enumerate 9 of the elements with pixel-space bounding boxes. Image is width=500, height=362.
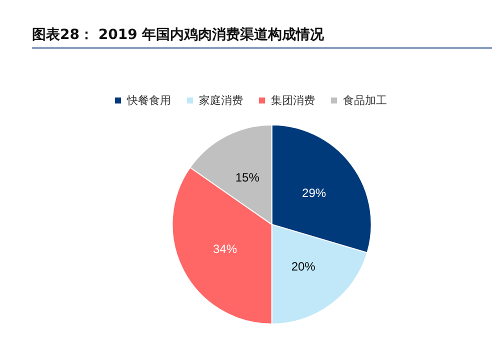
data-label: 20% bbox=[291, 260, 316, 274]
legend-label: 家庭消费 bbox=[199, 94, 243, 107]
legend-label: 集团消费 bbox=[271, 94, 315, 107]
data-label: 15% bbox=[235, 170, 260, 185]
legend-label: 快餐食用 bbox=[126, 94, 171, 107]
data-label: 34% bbox=[212, 242, 238, 256]
data-label: 29% bbox=[302, 186, 326, 200]
legend-label: 食品加工 bbox=[343, 94, 387, 107]
chart-title: 图表28： 2019 年国内鸡肉消费渠道构成情况 bbox=[32, 26, 492, 49]
